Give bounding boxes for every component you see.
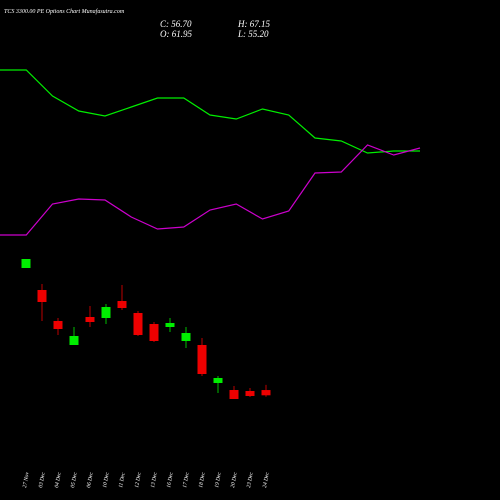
candle-body xyxy=(37,290,47,302)
x-tick-label: 10 Dec xyxy=(102,471,111,488)
close-label: C: 56.70 xyxy=(160,19,192,29)
x-tick-label: 17 Dec xyxy=(182,471,191,488)
x-tick-label: 03 Dec xyxy=(38,471,47,488)
candle-body xyxy=(165,323,175,327)
x-tick-label: 13 Dec xyxy=(150,471,159,488)
candle-body xyxy=(133,313,143,335)
candle-body xyxy=(213,378,223,383)
candle-body xyxy=(101,307,111,318)
x-tick-label: 12 Dec xyxy=(134,471,143,488)
candle-body xyxy=(117,301,127,308)
open-label: O: 61.95 xyxy=(160,29,192,39)
x-tick-label: 06 Dec xyxy=(86,471,95,488)
candle-body xyxy=(21,259,31,268)
candle-body xyxy=(181,333,191,341)
low-label: L: 55.20 xyxy=(237,29,269,39)
candle-body xyxy=(261,390,271,396)
indicator-line xyxy=(0,144,421,236)
x-tick-label: 04 Dec xyxy=(53,471,63,488)
x-tick-label: 23 Dec xyxy=(246,471,255,488)
candle-body xyxy=(197,345,207,374)
candle-body xyxy=(149,324,159,341)
x-tick-label: 05 Dec xyxy=(70,471,79,488)
candle-body xyxy=(85,317,95,322)
chart-title: TCS 3300.00 PE Options Chart Munafasutra… xyxy=(4,8,125,15)
x-tick-label: 20 Dec xyxy=(230,471,239,488)
x-tick-label: 11 Dec xyxy=(118,472,127,489)
candle-body xyxy=(229,390,239,399)
x-tick-label: 18 Dec xyxy=(198,471,207,488)
x-tick-label: 19 Dec xyxy=(214,471,223,488)
indicator-line xyxy=(0,69,420,154)
x-tick-label: 16 Dec xyxy=(166,471,175,488)
x-tick-label: 27 Nov xyxy=(22,471,31,488)
candle-body xyxy=(53,321,63,329)
candle-body xyxy=(245,391,255,396)
x-tick-label: 24 Dec xyxy=(261,471,271,488)
high-label: H: 67.15 xyxy=(237,19,270,29)
candle-body xyxy=(69,336,79,345)
